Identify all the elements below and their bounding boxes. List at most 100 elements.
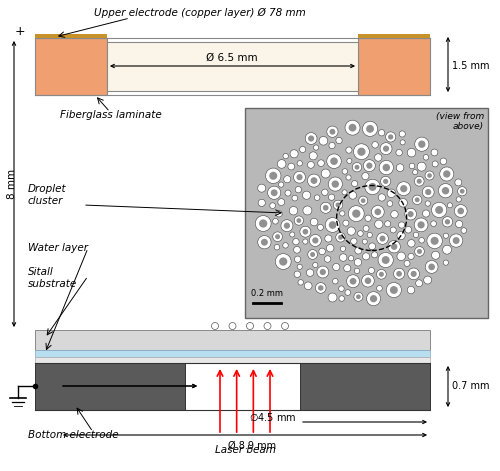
Circle shape [246, 323, 254, 330]
Circle shape [352, 162, 362, 172]
Circle shape [408, 268, 420, 280]
Circle shape [294, 271, 300, 277]
Bar [35, 357, 430, 363]
Circle shape [368, 268, 374, 274]
Circle shape [358, 196, 368, 205]
Circle shape [365, 179, 380, 195]
Circle shape [414, 137, 429, 151]
Circle shape [282, 323, 288, 330]
Circle shape [438, 184, 452, 198]
Circle shape [303, 239, 308, 244]
Circle shape [418, 221, 424, 228]
Circle shape [410, 271, 416, 277]
Circle shape [382, 164, 390, 171]
Circle shape [440, 167, 454, 181]
Circle shape [404, 260, 410, 267]
Circle shape [348, 206, 364, 221]
Circle shape [364, 160, 376, 171]
Circle shape [372, 252, 378, 258]
Bar [245, 108, 488, 318]
Circle shape [374, 209, 381, 215]
Circle shape [372, 205, 384, 218]
Circle shape [325, 235, 332, 242]
Text: Sitall
substrate: Sitall substrate [28, 267, 77, 289]
Bar [358, 38, 430, 95]
Circle shape [386, 132, 396, 142]
Circle shape [270, 172, 278, 180]
Circle shape [318, 285, 324, 291]
Circle shape [348, 124, 356, 131]
Circle shape [312, 237, 318, 244]
Circle shape [367, 232, 372, 237]
Circle shape [330, 129, 336, 135]
Circle shape [318, 224, 324, 230]
Circle shape [378, 252, 394, 268]
Text: 8 mm: 8 mm [7, 169, 17, 199]
Circle shape [443, 260, 448, 265]
Circle shape [408, 211, 414, 217]
Circle shape [387, 189, 396, 197]
Circle shape [354, 259, 362, 266]
Circle shape [320, 269, 326, 275]
Circle shape [278, 199, 284, 205]
Circle shape [352, 180, 358, 187]
Circle shape [278, 182, 284, 187]
Circle shape [296, 218, 302, 223]
Bar [35, 38, 107, 95]
Bar [35, 350, 430, 357]
Circle shape [365, 215, 371, 221]
Circle shape [355, 247, 362, 254]
Circle shape [366, 162, 372, 169]
Text: Ø 6.5 mm: Ø 6.5 mm [206, 53, 258, 63]
Circle shape [388, 134, 394, 139]
Circle shape [294, 171, 306, 183]
Circle shape [308, 136, 314, 142]
Circle shape [432, 203, 447, 218]
Circle shape [334, 200, 342, 210]
Circle shape [396, 271, 402, 276]
Circle shape [278, 160, 286, 168]
Text: Upper electrode (copper layer) Ø 78 mm: Upper electrode (copper layer) Ø 78 mm [94, 8, 306, 18]
Circle shape [294, 246, 300, 253]
Circle shape [345, 290, 350, 295]
Circle shape [296, 174, 302, 180]
Circle shape [378, 130, 385, 136]
Circle shape [379, 272, 384, 277]
Circle shape [458, 208, 464, 214]
Circle shape [368, 243, 376, 250]
Circle shape [418, 140, 426, 148]
Circle shape [362, 239, 368, 244]
Circle shape [330, 157, 338, 165]
Circle shape [394, 268, 404, 279]
Circle shape [398, 222, 404, 228]
Circle shape [366, 292, 380, 306]
Circle shape [314, 195, 320, 201]
Circle shape [306, 269, 314, 276]
Circle shape [425, 171, 434, 180]
Circle shape [414, 247, 424, 256]
Circle shape [362, 122, 378, 137]
Circle shape [442, 187, 449, 195]
Circle shape [400, 140, 405, 145]
Circle shape [455, 179, 462, 186]
Circle shape [290, 232, 295, 237]
Bar [35, 363, 185, 410]
Circle shape [347, 158, 352, 163]
Text: 1.5 mm: 1.5 mm [452, 61, 490, 71]
Circle shape [349, 192, 356, 199]
Circle shape [340, 254, 347, 261]
Circle shape [362, 275, 374, 287]
Circle shape [414, 197, 420, 202]
Circle shape [408, 240, 415, 247]
Circle shape [431, 149, 438, 156]
Circle shape [458, 187, 467, 196]
Circle shape [283, 154, 288, 159]
Circle shape [399, 131, 406, 137]
Circle shape [448, 203, 452, 208]
Circle shape [259, 219, 268, 227]
Circle shape [274, 244, 280, 250]
Circle shape [412, 195, 422, 204]
Circle shape [319, 248, 326, 255]
Circle shape [442, 245, 452, 254]
Circle shape [343, 220, 349, 226]
